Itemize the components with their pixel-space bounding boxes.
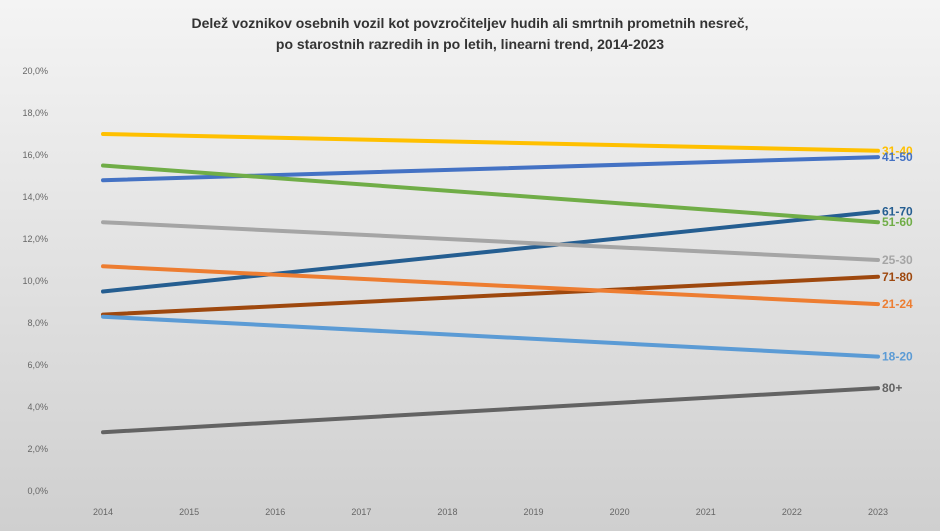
x-tick-label: 2014: [93, 507, 113, 517]
y-tick-label: 0,0%: [27, 486, 48, 496]
series-line-18-20: [101, 314, 880, 359]
series-label-80+: 80+: [882, 381, 902, 395]
x-tick-label: 2018: [437, 507, 457, 517]
x-tick-label: 2016: [265, 507, 285, 517]
series-label-25-30: 25-30: [882, 253, 913, 267]
series-label-61-70: 61-70: [882, 205, 913, 219]
x-tick-label: 2015: [179, 507, 199, 517]
y-axis: 0,0% 2,0% 4,0% 6,0% 8,0% 10,0% 12,0% 14,0% 16,0%…: [22, 66, 48, 496]
y-tick-label: 12,0%: [22, 234, 48, 244]
y-tick-label: 6,0%: [27, 360, 48, 370]
x-tick-label: 2023: [868, 507, 888, 517]
series-label-18-20: 18-20: [882, 350, 913, 364]
series-line-41-50: [101, 155, 880, 183]
series-label-51-60: 51-60: [882, 215, 913, 229]
x-tick-label: 2022: [782, 507, 802, 517]
y-tick-label: 2,0%: [27, 444, 48, 454]
series-line-25-30: [101, 220, 880, 262]
plot-area: [101, 132, 880, 435]
y-tick-label: 16,0%: [22, 150, 48, 160]
series-label-31-40: 31-40: [882, 144, 913, 158]
series-line-21-24: [101, 264, 880, 307]
chart-title: Delež voznikov osebnih vozil kot povzroč…: [192, 15, 749, 31]
series-label-21-24: 21-24: [882, 297, 913, 311]
chart-subtitle: po starostnih razredih in po letih, line…: [276, 36, 664, 52]
series-line-71-80: [101, 274, 880, 317]
x-tick-label: 2017: [351, 507, 371, 517]
x-axis: 2014 2015 2016 2017 2018 2019 2020 2021 2022 2023: [93, 507, 888, 517]
series-label-41-50: 41-50: [882, 150, 913, 164]
series-line-80+: [101, 386, 880, 435]
series-line-51-60: [101, 163, 880, 225]
y-tick-label: 10,0%: [22, 276, 48, 286]
x-tick-label: 2020: [610, 507, 630, 517]
y-tick-label: 8,0%: [27, 318, 48, 328]
y-tick-label: 4,0%: [27, 402, 48, 412]
y-tick-label: 18,0%: [22, 108, 48, 118]
series-line-31-40: [101, 132, 880, 153]
y-tick-label: 14,0%: [22, 192, 48, 202]
y-tick-label: 20,0%: [22, 66, 48, 76]
x-tick-label: 2019: [524, 507, 544, 517]
series-line-61-70: [101, 209, 880, 294]
x-tick-label: 2021: [696, 507, 716, 517]
series-label-71-80: 71-80: [882, 270, 913, 284]
